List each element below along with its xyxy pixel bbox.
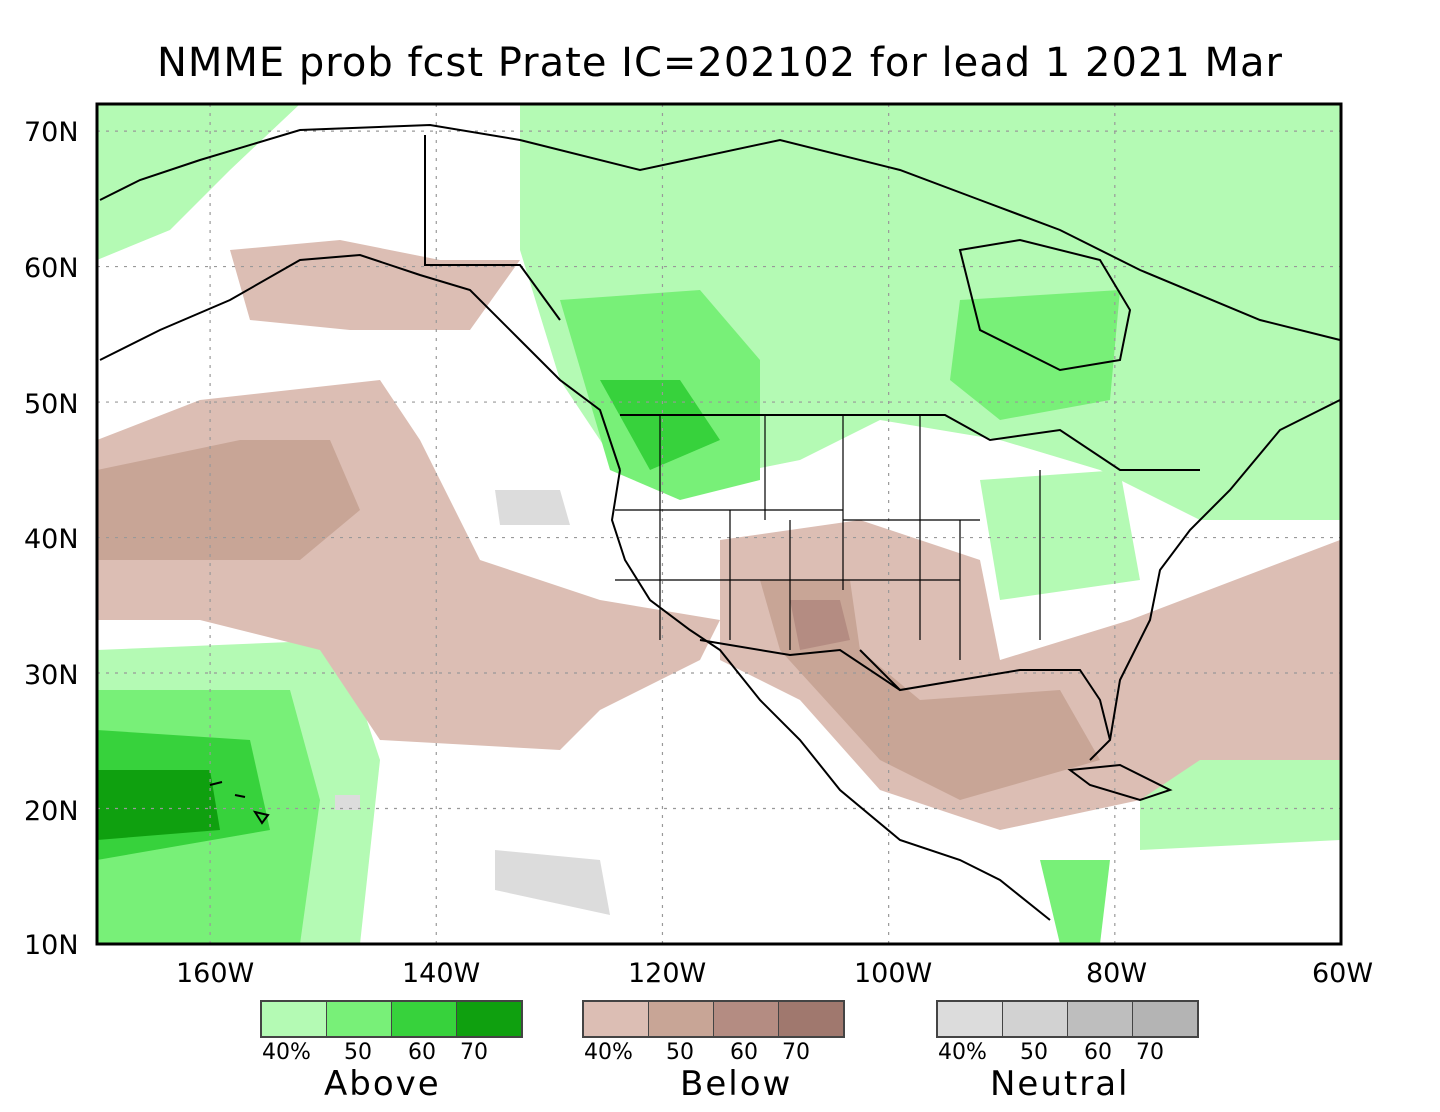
tick-label: 50 (344, 1040, 372, 1065)
lon-label-140w: 140W (402, 958, 481, 989)
border-us-canada (620, 414, 1200, 471)
lat-label-10n: 10N (24, 930, 79, 961)
tick-label: 40% (262, 1040, 311, 1065)
legend-neutral-swatch-40 (938, 1002, 1003, 1036)
coastline-alaska (99, 253, 621, 471)
above-region-quebec (950, 290, 1120, 420)
map-title: NMME prob fcst Prate IC=202102 for lead … (156, 40, 1283, 86)
probability-field (97, 104, 1340, 944)
tick-label: 40% (938, 1040, 987, 1065)
lon-label-80w: 80W (1086, 958, 1148, 989)
lat-label-70n: 70N (24, 117, 79, 148)
legend-below-label: Below (680, 1064, 793, 1104)
legend-below: 40% 50 60 70 Below (582, 1000, 845, 1104)
above-region-central-america (1040, 860, 1110, 944)
lat-label-50n: 50N (24, 389, 79, 420)
below-region-alaska (230, 240, 520, 330)
below-region-pacific-core (97, 440, 360, 560)
legend-below-swatch-70 (779, 1002, 843, 1036)
coastline-hudson-bay (958, 238, 1132, 372)
legend-above-swatch-40 (262, 1002, 327, 1036)
above-region-midwest (980, 470, 1140, 600)
legend-below-swatch-60 (714, 1002, 779, 1036)
state-borders (615, 415, 1041, 660)
neutral-patch-3 (335, 795, 360, 810)
legend-neutral: 40% 50 60 70 Neutral (936, 1000, 1199, 1104)
coastlines (99, 123, 1341, 921)
tick-label: 60 (408, 1040, 436, 1065)
legend-below-swatch-40 (584, 1002, 649, 1036)
lat-label-30n: 30N (24, 660, 79, 691)
legend-above-swatch-60 (392, 1002, 457, 1036)
tick-label: 70 (460, 1040, 488, 1065)
legend-above-swatches (260, 1000, 523, 1038)
legend-neutral-swatch-50 (1003, 1002, 1068, 1036)
legend-above-swatch-70 (457, 1002, 521, 1036)
tick-label: 70 (1136, 1040, 1164, 1065)
border-alaska-canada (424, 135, 561, 321)
tick-label: 40% (584, 1040, 633, 1065)
lon-label-100w: 100W (854, 958, 933, 989)
lat-label-60n: 60N (24, 253, 79, 284)
tick-label: 50 (666, 1040, 694, 1065)
lat-label-40n: 40N (24, 524, 79, 555)
lon-label-120w: 120W (628, 958, 707, 989)
lat-label-20n: 20N (24, 796, 79, 827)
coastline-east-us (1109, 399, 1341, 741)
below-region-gulf-deep (790, 600, 850, 650)
coastline-arctic (99, 123, 1341, 341)
legend-neutral-swatches (936, 1000, 1199, 1038)
plot-frame (95, 102, 1343, 946)
tick-label: 50 (1020, 1040, 1048, 1065)
lon-label-60w: 60W (1312, 958, 1374, 989)
legend-neutral-label: Neutral (990, 1064, 1130, 1104)
legend-above-ticks: 40% 50 60 70 (260, 1038, 523, 1068)
coastline-hawaii (209, 781, 270, 825)
above-region-caribbean (1140, 740, 1340, 850)
legend-below-ticks: 40% 50 60 70 (582, 1038, 845, 1068)
tick-label: 70 (782, 1040, 810, 1065)
legend-neutral-swatch-70 (1133, 1002, 1197, 1036)
lon-label-160w: 160W (176, 958, 255, 989)
legend-above-label: Above (324, 1064, 441, 1104)
legend-above-swatch-50 (327, 1002, 392, 1036)
legend-below-swatches (582, 1000, 845, 1038)
legend-neutral-ticks: 40% 50 60 70 (936, 1038, 1199, 1068)
coastline-cuba (1067, 763, 1173, 802)
above-region-alaska-arctic (97, 104, 300, 260)
neutral-patch-2 (495, 850, 610, 915)
legend-below-swatch-50 (649, 1002, 714, 1036)
tick-label: 60 (730, 1040, 758, 1065)
legend-neutral-swatch-60 (1068, 1002, 1133, 1036)
coastline-west-us (610, 469, 1051, 921)
coastline-gulf (859, 649, 1112, 761)
neutral-patch-1 (495, 490, 570, 525)
legend-above: 40% 50 60 70 Above (260, 1000, 523, 1104)
border-us-mexico (699, 639, 901, 691)
above-region-hawaii-4 (97, 770, 220, 840)
tick-label: 60 (1084, 1040, 1112, 1065)
